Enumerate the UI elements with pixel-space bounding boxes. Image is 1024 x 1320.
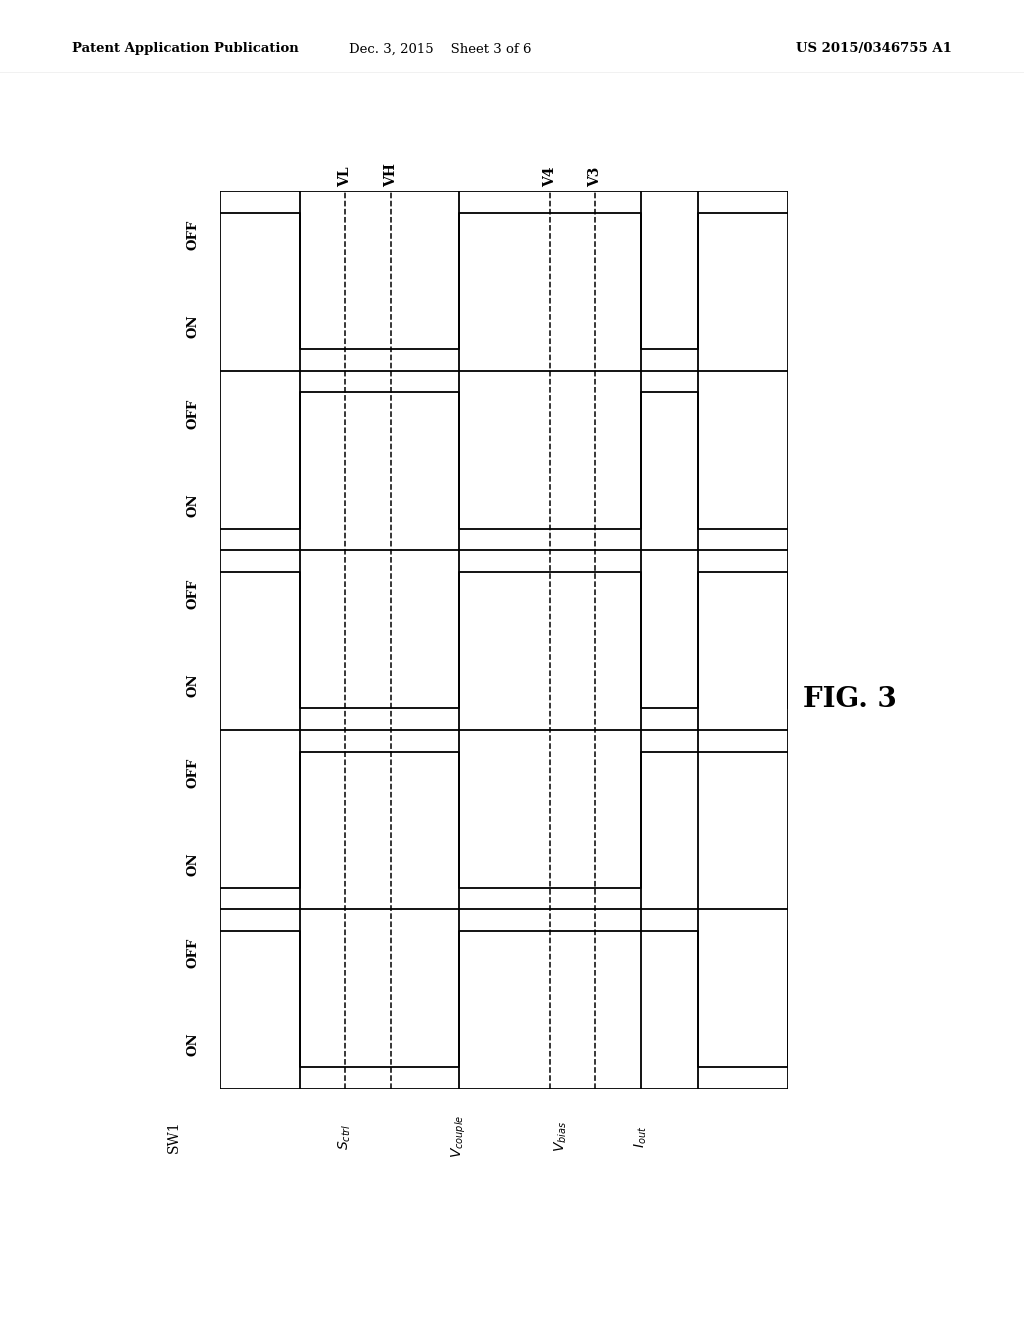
Text: FIG. 3: FIG. 3 — [803, 686, 897, 713]
Text: VL: VL — [338, 166, 352, 187]
Text: Dec. 3, 2015    Sheet 3 of 6: Dec. 3, 2015 Sheet 3 of 6 — [349, 42, 531, 55]
Text: ON: ON — [186, 1032, 199, 1056]
Text: $V_{bias}$: $V_{bias}$ — [553, 1121, 569, 1152]
Text: V3: V3 — [588, 166, 602, 187]
Text: ON: ON — [186, 314, 199, 338]
Text: ON: ON — [186, 494, 199, 517]
Text: VH: VH — [384, 162, 397, 187]
Text: V4: V4 — [543, 166, 557, 187]
Text: $V_{couple}$: $V_{couple}$ — [450, 1115, 468, 1158]
Text: ON: ON — [186, 853, 199, 876]
Text: $I_{out}$: $I_{out}$ — [633, 1126, 649, 1147]
Text: OFF: OFF — [186, 758, 199, 788]
Text: Patent Application Publication: Patent Application Publication — [72, 42, 298, 55]
Text: $S_{ctrl}$: $S_{ctrl}$ — [337, 1123, 353, 1150]
Text: OFF: OFF — [186, 399, 199, 429]
Text: OFF: OFF — [186, 578, 199, 609]
Text: ON: ON — [186, 673, 199, 697]
Text: OFF: OFF — [186, 937, 199, 968]
Text: SW1: SW1 — [167, 1121, 181, 1152]
Text: US 2015/0346755 A1: US 2015/0346755 A1 — [797, 42, 952, 55]
Text: OFF: OFF — [186, 219, 199, 249]
